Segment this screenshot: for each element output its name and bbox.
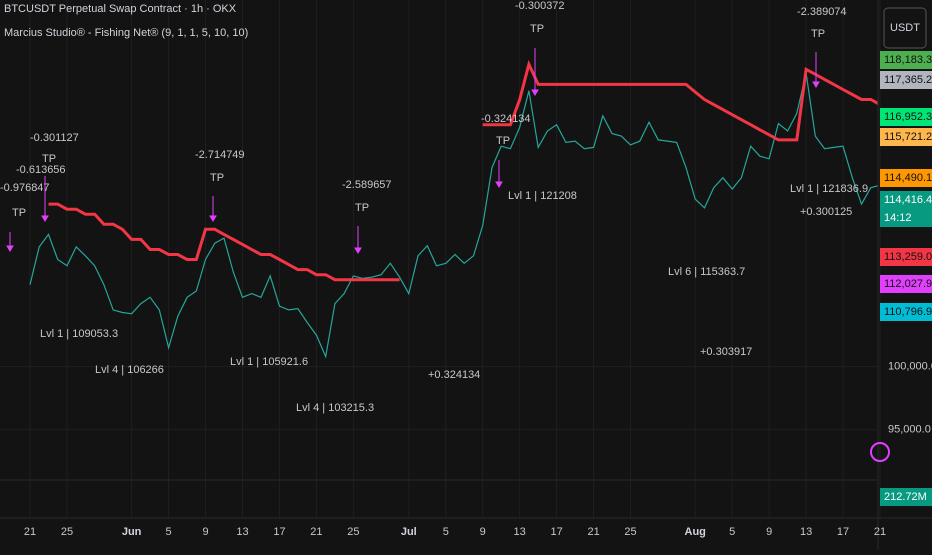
price-tag-bg <box>880 108 932 126</box>
price-tag-label: 113,259.0 <box>884 251 932 263</box>
tp-arrow <box>209 196 217 222</box>
tp-label: TP <box>210 172 224 184</box>
tp-arrows <box>6 48 820 254</box>
annotation: -2.389074 <box>797 6 847 18</box>
series-line <box>48 59 878 282</box>
plot-area <box>29 59 878 359</box>
annotation: -2.589657 <box>342 179 392 191</box>
price-tag-bg <box>880 51 932 69</box>
x-tick-label: 9 <box>480 526 486 538</box>
x-tick-label: 13 <box>236 526 248 538</box>
level-label: Lvl 1 | 105921.6 <box>230 356 308 368</box>
price-tag-label: 115,721.2 <box>884 131 932 143</box>
tp-label: TP <box>811 28 825 40</box>
level-label: +0.300125 <box>800 206 852 218</box>
currency-label[interactable]: USDT <box>890 22 920 34</box>
x-tick-label: 9 <box>202 526 208 538</box>
annotation: -0.301127 <box>30 132 79 144</box>
price-tag-bg <box>880 275 932 293</box>
x-tick-label: Jul <box>401 526 417 538</box>
level-label: +0.324134 <box>428 369 480 381</box>
chart-title: BTCUSDT Perpetual Swap Contract · 1h · O… <box>4 3 237 15</box>
grid <box>0 0 881 518</box>
x-tick-label: 5 <box>166 526 172 538</box>
price-tag-label: 114,490.1 <box>884 172 932 184</box>
logo-icon <box>870 442 890 462</box>
tp-label: TP <box>496 135 510 147</box>
annotations: -0.976847 TP -0.613656 -0.301127 TP -2.7… <box>0 0 847 219</box>
annotation: -0.613656 <box>16 164 66 176</box>
price-tag-label: 118,183.3 <box>884 54 932 66</box>
annotation: -0.300372 <box>515 0 565 12</box>
tp-arrow <box>354 226 362 254</box>
price-tag-label: 114,416.4 <box>884 194 932 206</box>
price-tag-bg <box>880 169 932 187</box>
x-tick-label: 13 <box>800 526 812 538</box>
series-line <box>29 72 878 359</box>
x-tick-label: 13 <box>514 526 526 538</box>
currency-button[interactable] <box>883 7 927 49</box>
tp-arrow <box>812 52 820 88</box>
tp-arrow <box>41 176 49 222</box>
price-tag-label: 117,365.2 <box>884 74 932 86</box>
logo <box>870 442 890 462</box>
tp-label: TP <box>355 202 369 214</box>
level-label: Lvl 1 | 121836.9 <box>790 183 868 195</box>
x-tick-label: 21 <box>310 526 322 538</box>
level-label: Lvl 4 | 106266 <box>95 364 164 376</box>
indicator-title: Marcius Studio® - Fishing Net® (9, 1, 1,… <box>4 27 248 39</box>
tp-arrow <box>531 48 539 96</box>
tp-arrow <box>6 232 14 252</box>
x-tick-label: 5 <box>729 526 735 538</box>
x-tick-label: 25 <box>61 526 73 538</box>
x-tick-label: 5 <box>443 526 449 538</box>
x-tick-label: 9 <box>766 526 772 538</box>
price-tags: 118,183.3 117,365.2 116,952.3 115,721.2 114,… <box>880 51 932 321</box>
level-label: Lvl 4 | 103215.3 <box>296 402 374 414</box>
tp-label: TP <box>12 207 26 219</box>
x-tick-label: 17 <box>273 526 285 538</box>
price-tag-label: 112,027.9 <box>884 278 932 290</box>
level-label: Lvl 6 | 115363.7 <box>668 266 745 278</box>
annotation: -2.714749 <box>195 149 245 161</box>
tp-arrow <box>495 160 503 188</box>
x-tick-label: 25 <box>624 526 636 538</box>
price-tag-bg <box>880 71 932 89</box>
price-tag-bg <box>880 303 932 321</box>
x-tick-label: 21 <box>874 526 886 538</box>
level-labels: Lvl 1 | 109053.3 Lvl 4 | 106266 Lvl 1 | … <box>40 183 868 414</box>
volume-tag: 212.72M <box>880 488 932 506</box>
level-label: +0.303917 <box>700 346 752 358</box>
x-tick-label: 21 <box>587 526 599 538</box>
volume-tag-bg <box>880 488 932 506</box>
price-tag-bg <box>880 128 932 146</box>
price-tag-label: 116,952.3 <box>884 111 932 123</box>
x-tick-label: 17 <box>837 526 849 538</box>
price-tag-bg <box>880 248 932 266</box>
annotation: -0.324134 <box>481 113 531 125</box>
x-tick-label: Jun <box>122 526 142 538</box>
y-tick-label: 95,000.0 <box>888 424 931 436</box>
volume-tag-label: 212.72M <box>884 491 927 503</box>
price-tag-bg <box>880 191 932 227</box>
x-tick-label: 17 <box>551 526 563 538</box>
countdown: 14:12 <box>884 212 912 224</box>
x-tick-label: 21 <box>24 526 36 538</box>
level-label: Lvl 1 | 109053.3 <box>40 328 118 340</box>
annotation: -0.976847 <box>0 182 50 194</box>
tp-label: TP <box>42 153 56 165</box>
tp-label: TP <box>530 23 544 35</box>
price-tag-label: 110,796.9 <box>884 306 932 318</box>
x-tick-label: Aug <box>685 526 706 538</box>
y-tick-label: 100,000.0 <box>888 361 932 373</box>
level-label: Lvl 1 | 121208 <box>508 190 577 202</box>
x-tick-label: 25 <box>347 526 359 538</box>
